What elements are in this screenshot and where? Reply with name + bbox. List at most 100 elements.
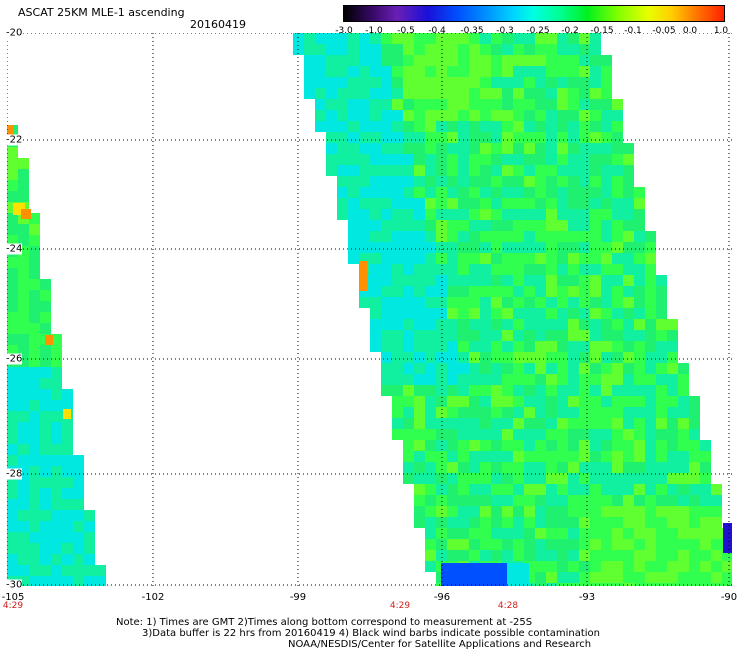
swath-cell — [678, 550, 689, 561]
swath-cell — [469, 352, 480, 363]
swath-cell — [656, 407, 667, 418]
swath-cell — [469, 385, 480, 396]
swath-cell — [480, 506, 491, 517]
swath-cell — [568, 418, 579, 429]
swath-cell — [447, 308, 458, 319]
swath-cell — [370, 253, 381, 264]
swath-cell — [62, 499, 73, 510]
swath-cell — [502, 506, 513, 517]
swath-cell — [535, 275, 546, 286]
swath-cell — [634, 330, 645, 341]
swath-cell — [502, 352, 513, 363]
swath-cell — [524, 572, 535, 583]
swath-cell — [447, 66, 458, 77]
swath-cell — [656, 374, 667, 385]
swath-cell — [623, 231, 634, 242]
swath-cell — [458, 451, 469, 462]
swath-cell — [590, 352, 601, 363]
swath-cell — [645, 429, 656, 440]
swath-cell — [51, 444, 62, 455]
swath-cell — [579, 407, 590, 418]
swath-cell — [612, 330, 623, 341]
swath-cell — [370, 33, 381, 44]
swath-cell — [458, 44, 469, 55]
swath-cell — [667, 352, 678, 363]
swath-cell — [359, 253, 370, 264]
swath-cell — [535, 440, 546, 451]
swath-cell — [590, 396, 601, 407]
swath-cell — [7, 312, 18, 323]
swath-cell — [645, 352, 656, 363]
swath-cell — [29, 268, 40, 279]
swath-cell — [29, 323, 40, 334]
swath-cell — [601, 473, 612, 484]
swath-cell — [304, 55, 315, 66]
swath-cell — [425, 396, 436, 407]
swath-cell — [524, 187, 535, 198]
swath-cell — [447, 330, 458, 341]
swath-cell — [502, 121, 513, 132]
swath-cell — [601, 528, 612, 539]
swath-cell — [535, 242, 546, 253]
lon-label: -96 — [433, 592, 451, 603]
swath-cell — [458, 539, 469, 550]
swath-cell — [7, 565, 18, 576]
swath-cell — [502, 363, 513, 374]
swath-cell — [557, 121, 568, 132]
swath-cell — [612, 176, 623, 187]
swath-cell — [678, 440, 689, 451]
swath-cell — [667, 429, 678, 440]
swath-cell — [73, 543, 84, 554]
swath-cell — [18, 257, 29, 268]
swath-cell — [645, 341, 656, 352]
swath-cell — [29, 356, 40, 367]
swath-cell — [601, 550, 612, 561]
swath-cell — [425, 429, 436, 440]
swath-cell — [315, 110, 326, 121]
swath-cell — [535, 33, 546, 44]
swath-cell — [656, 275, 667, 286]
swath-cell — [359, 165, 370, 176]
swath-cell — [480, 176, 491, 187]
swath-cell — [18, 268, 29, 279]
swath-cell — [513, 66, 524, 77]
swath-cell — [656, 319, 667, 330]
swath-cell — [590, 176, 601, 187]
swath-cell — [667, 495, 678, 506]
swath-cell — [612, 253, 623, 264]
swath-cell — [403, 143, 414, 154]
swath-cell — [590, 297, 601, 308]
swath-cell — [524, 363, 535, 374]
swath-cell — [29, 389, 40, 400]
swath-cell — [700, 473, 711, 484]
swath-cell — [458, 352, 469, 363]
swath-cell — [645, 528, 656, 539]
swath-cell — [403, 44, 414, 55]
swath-cell — [425, 561, 436, 572]
swath-cell — [634, 264, 645, 275]
swath-cell — [425, 352, 436, 363]
swath-cell — [590, 110, 601, 121]
swath-cell — [403, 330, 414, 341]
swath-cell — [612, 484, 623, 495]
swath-cell — [590, 264, 601, 275]
swath-cell — [513, 484, 524, 495]
swath-cell — [436, 385, 447, 396]
swath-cell — [568, 506, 579, 517]
swath-cell — [568, 407, 579, 418]
swath-cell — [568, 517, 579, 528]
swath-cell — [601, 297, 612, 308]
swath-cell — [535, 330, 546, 341]
swath-cell — [315, 121, 326, 132]
swath-cell — [546, 33, 557, 44]
swath-cell — [18, 499, 29, 510]
swath-cell — [601, 220, 612, 231]
swath-cell — [370, 231, 381, 242]
swath-cell — [568, 44, 579, 55]
swath-cell — [623, 374, 634, 385]
swath-cell — [678, 561, 689, 572]
swath-cell — [447, 451, 458, 462]
swath-cell — [502, 374, 513, 385]
swath-cell — [7, 554, 18, 565]
swath-cell — [557, 429, 568, 440]
